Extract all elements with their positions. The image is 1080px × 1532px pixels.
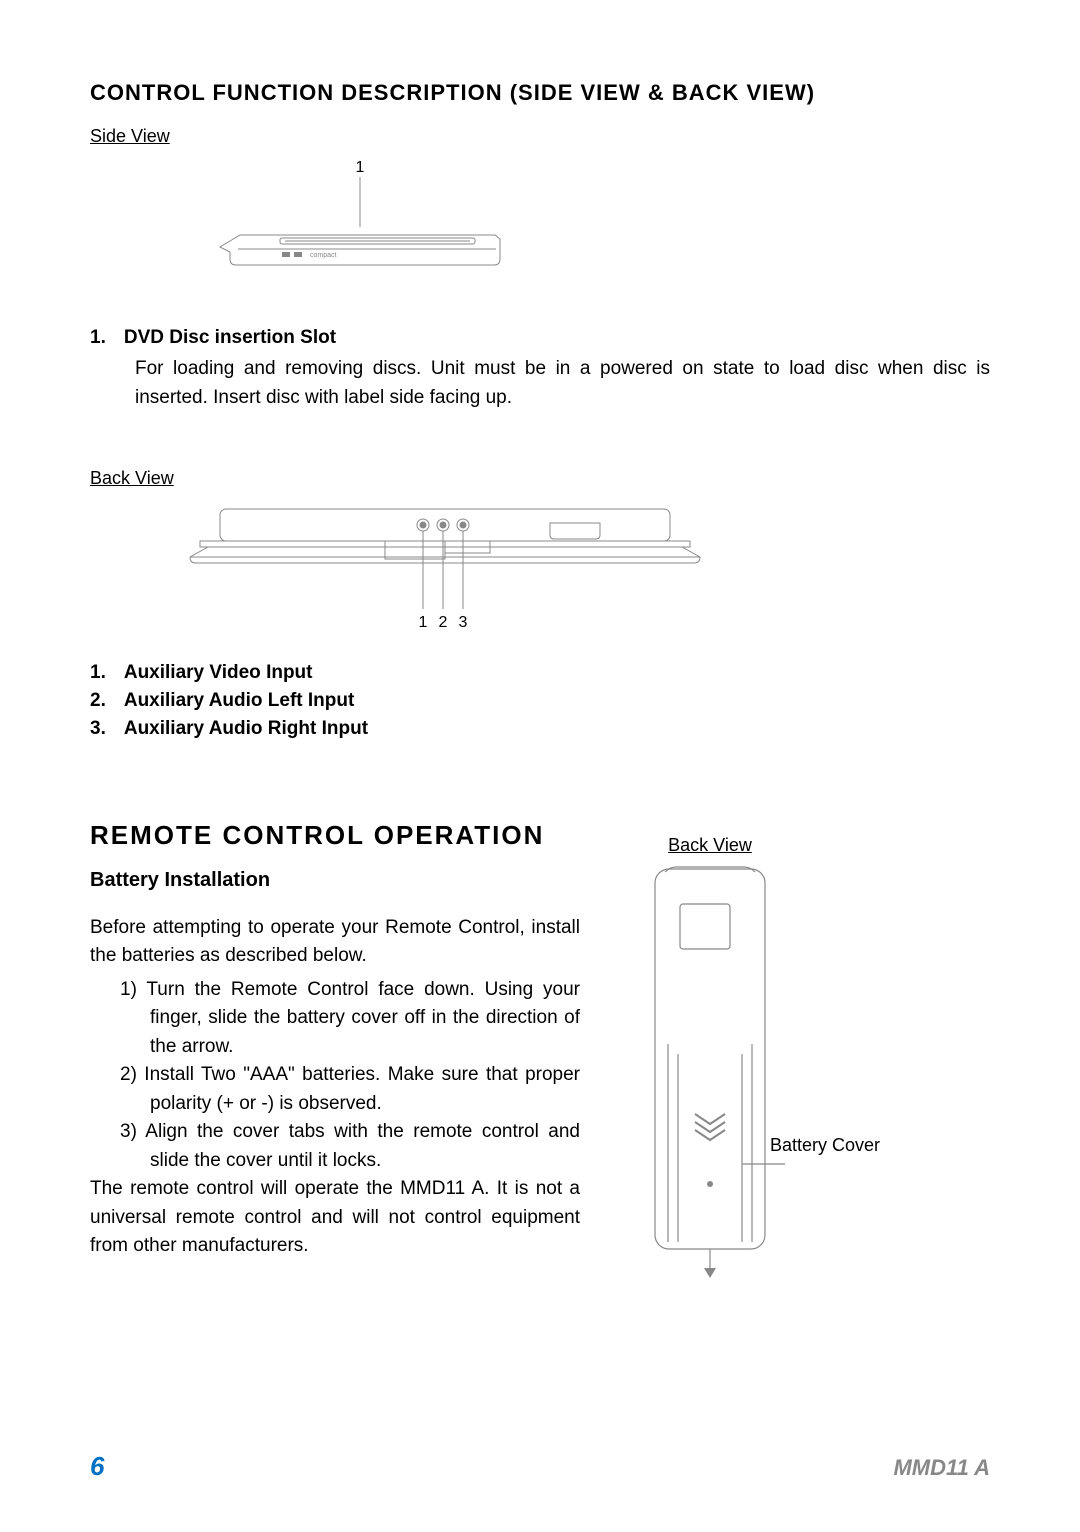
back-list: 1. Auxiliary Video Input 2. Auxiliary Au…: [90, 662, 990, 740]
back-list-item: 1. Auxiliary Video Input: [90, 662, 990, 684]
battery-cover-label: Battery Cover: [770, 1135, 880, 1156]
back-item-num: 2.: [90, 690, 106, 712]
back-callout-1: 1: [419, 614, 428, 631]
back-callout-3: 3: [459, 614, 468, 631]
main-heading: CONTROL FUNCTION DESCRIPTION (SIDE VIEW …: [90, 80, 990, 106]
back-callout-2: 2: [439, 614, 448, 631]
model-number: MMD11 A: [893, 1455, 990, 1481]
back-item-title: Auxiliary Audio Left Input: [124, 690, 354, 712]
remote-diagram-column: Back View: [580, 820, 960, 1289]
back-view-diagram: 1 2 3: [160, 499, 990, 654]
remote-subheading: Battery Installation: [90, 869, 580, 892]
remote-heading: REMOTE CONTROL OPERATION: [90, 820, 580, 851]
side-item-title: DVD Disc insertion Slot: [124, 327, 336, 349]
remote-diagram: [620, 864, 800, 1284]
back-item-num: 3.: [90, 718, 106, 740]
side-view-diagram: 1 compact: [190, 157, 990, 312]
back-item-num: 1.: [90, 662, 106, 684]
back-item-title: Auxiliary Video Input: [124, 662, 313, 684]
remote-step: 3) Align the cover tabs with the remote …: [120, 1118, 580, 1175]
side-view-label: Side View: [90, 126, 990, 147]
remote-section: REMOTE CONTROL OPERATION Battery Install…: [90, 820, 990, 1289]
remote-final-para: The remote control will operate the MMD1…: [90, 1175, 580, 1261]
svg-text:compact: compact: [310, 252, 337, 259]
remote-text-column: REMOTE CONTROL OPERATION Battery Install…: [90, 820, 580, 1289]
remote-diagram-label: Back View: [640, 835, 780, 856]
back-list-item: 2. Auxiliary Audio Left Input: [90, 690, 990, 712]
side-item-desc: For loading and removing discs. Unit mus…: [135, 354, 990, 413]
side-view-section: Side View 1 compact 1. DVD Disc insertio…: [90, 126, 990, 413]
back-list-item: 3. Auxiliary Audio Right Input: [90, 718, 990, 740]
remote-step: 1) Turn the Remote Control face down. Us…: [120, 976, 580, 1062]
remote-intro-para: Before attempting to operate your Remote…: [90, 914, 580, 971]
remote-step: 2) Install Two "AAA" batteries. Make sur…: [120, 1061, 580, 1118]
side-item-num: 1.: [90, 327, 106, 349]
side-callout-1: 1: [356, 159, 365, 176]
page-number: 6: [90, 1451, 104, 1482]
footer: 6 MMD11 A: [90, 1451, 990, 1482]
back-item-title: Auxiliary Audio Right Input: [124, 718, 368, 740]
back-view-section: Back View: [90, 468, 990, 740]
back-view-label: Back View: [90, 468, 990, 489]
side-list-item: 1. DVD Disc insertion Slot: [90, 327, 990, 349]
